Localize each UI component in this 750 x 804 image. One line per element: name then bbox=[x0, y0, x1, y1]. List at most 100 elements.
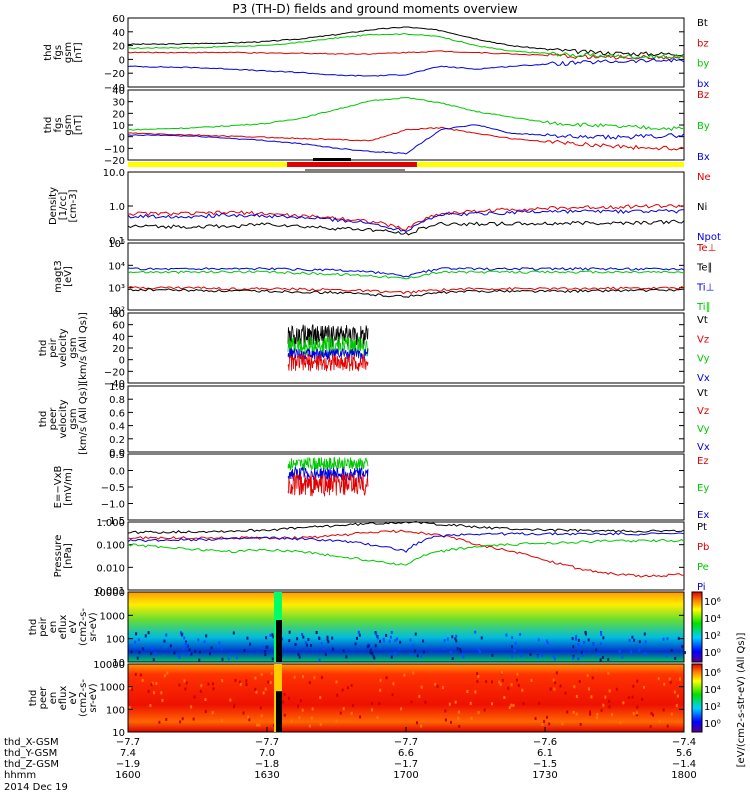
y-tick-label: 10⁴ bbox=[108, 261, 125, 272]
y-tick-label: 10.0 bbox=[103, 168, 125, 179]
spectrogram-cell bbox=[470, 716, 473, 720]
spectrogram-cell bbox=[675, 704, 678, 708]
spectrogram-cell bbox=[326, 637, 329, 641]
mode-bar-fast bbox=[287, 162, 417, 167]
spectrogram-cell bbox=[188, 651, 191, 655]
spectrogram-cell bbox=[341, 688, 344, 692]
legend-entry: Pi bbox=[697, 582, 706, 593]
spectrogram-cell bbox=[589, 712, 592, 716]
spectrogram-cell bbox=[298, 716, 301, 720]
colorbar-top bbox=[691, 591, 703, 663]
spectrogram-cell bbox=[264, 653, 267, 657]
y-tick-label: 40 bbox=[112, 332, 125, 343]
spectrogram-cell bbox=[205, 634, 208, 638]
panel-frame-peer_vel bbox=[127, 385, 685, 453]
panel-frame-temp bbox=[127, 242, 685, 311]
colorbar-tick: 10⁴ bbox=[704, 614, 721, 625]
series-line-Bt bbox=[127, 26, 685, 57]
spectrogram-cell bbox=[588, 687, 591, 691]
spectrogram-cell bbox=[324, 652, 327, 656]
legend-entry: Bz bbox=[697, 90, 709, 101]
spectrogram-cell bbox=[641, 697, 644, 701]
spectrogram-cell bbox=[288, 696, 291, 700]
spectrogram-cell bbox=[608, 689, 611, 693]
y-label-line: (cm2-s- bbox=[78, 679, 89, 717]
y-axis-label-peir_vel: thd peir velocity gsm [km/s (All Qs)] bbox=[38, 312, 89, 384]
spectrogram-cell bbox=[412, 644, 415, 648]
spectrogram-cell bbox=[181, 717, 184, 721]
colorbar-bottom bbox=[691, 663, 703, 733]
spectrogram-cell bbox=[577, 642, 580, 646]
spectrogram-cell bbox=[351, 703, 354, 707]
spectrogram-cell bbox=[491, 653, 494, 657]
y-tick-label: −20 bbox=[104, 69, 125, 80]
y-tick-label: 0.0 bbox=[109, 467, 125, 478]
ephem-label: hhmm bbox=[4, 770, 36, 781]
spectrogram-cell bbox=[632, 684, 635, 688]
y-label-line: en bbox=[48, 621, 59, 634]
y-label-line: gsm bbox=[63, 114, 74, 135]
y-axis-label-peir_spec: thd peir en eflux eV (cm2-s-sr-eV) bbox=[28, 608, 99, 646]
spectrogram-cell bbox=[163, 674, 166, 678]
spectrogram-cell bbox=[619, 720, 622, 724]
spectrogram-cell bbox=[154, 652, 157, 656]
legend-entry: Ex bbox=[697, 510, 709, 521]
y-label-line: peer bbox=[38, 686, 49, 710]
legend-entry: Ez bbox=[697, 456, 709, 467]
spectrogram-cell bbox=[477, 674, 480, 678]
spectrogram-cell bbox=[371, 701, 374, 705]
spectrogram-cell bbox=[138, 650, 141, 654]
spectrogram-cell bbox=[511, 636, 514, 640]
spectrogram-cell bbox=[666, 724, 669, 728]
y-label-line: thd bbox=[38, 340, 49, 357]
spectrogram-cell bbox=[151, 646, 154, 650]
spectrogram-cell bbox=[456, 647, 459, 651]
ephem-z: −1.5 bbox=[533, 759, 557, 770]
spectrogram-cell bbox=[665, 653, 668, 657]
spectrogram-cell bbox=[516, 672, 519, 676]
y-label-line: eflux bbox=[58, 615, 69, 640]
spectrogram-cell bbox=[232, 705, 235, 709]
spectrogram-cell bbox=[457, 716, 460, 720]
spectrogram-cell bbox=[507, 686, 510, 690]
spectrogram-cell bbox=[128, 686, 131, 690]
spectrogram-cell bbox=[669, 680, 672, 684]
spectrogram-cell bbox=[627, 696, 630, 700]
y-label-line: gsm bbox=[68, 408, 79, 429]
spectrogram-cell bbox=[190, 705, 193, 709]
spectrogram-cell bbox=[441, 686, 444, 690]
y-tick-label: 1000 bbox=[100, 611, 125, 622]
spectrogram-cell bbox=[633, 638, 636, 642]
spectrogram-cell bbox=[595, 648, 598, 652]
spectrogram-cell bbox=[559, 684, 562, 688]
spectrogram-cell bbox=[283, 692, 286, 696]
spectrogram-cell bbox=[261, 646, 264, 650]
ephem-x: −7.7 bbox=[116, 737, 140, 748]
ephem-z: −1.8 bbox=[255, 759, 279, 770]
spectrogram-cell bbox=[399, 640, 402, 644]
spectrogram-cell bbox=[601, 655, 604, 659]
spectrogram-cell bbox=[179, 720, 182, 724]
y-label-line: eV bbox=[68, 691, 79, 704]
y-tick-label: 0.100 bbox=[96, 541, 125, 552]
spectrogram-cell bbox=[376, 636, 379, 640]
colorbar-tick: 10⁴ bbox=[704, 685, 721, 696]
spectrogram-cell bbox=[644, 652, 647, 656]
y-label-line: [km/s (All Qs)] bbox=[78, 383, 89, 455]
spectrogram-cell bbox=[596, 712, 599, 716]
series-line-Pt bbox=[127, 520, 685, 535]
y-axis-label-peer_spec: thd peer en eflux eV (cm2-s-sr-eV) bbox=[28, 679, 99, 717]
spectrogram-cell bbox=[536, 655, 539, 659]
spectrogram-cell bbox=[449, 650, 452, 654]
spectrogram-cell bbox=[474, 690, 477, 694]
spectrogram-cell bbox=[451, 635, 454, 639]
spectrogram-cell bbox=[255, 690, 258, 694]
spectrogram-cell bbox=[288, 630, 291, 634]
spectrogram-cell bbox=[161, 698, 164, 702]
spectrogram-cell bbox=[129, 644, 132, 648]
spectrogram-cell bbox=[264, 649, 267, 653]
spectrogram-cell bbox=[183, 636, 186, 640]
y-label-line: Pressure bbox=[53, 535, 64, 578]
spectrogram-cell bbox=[271, 657, 274, 661]
